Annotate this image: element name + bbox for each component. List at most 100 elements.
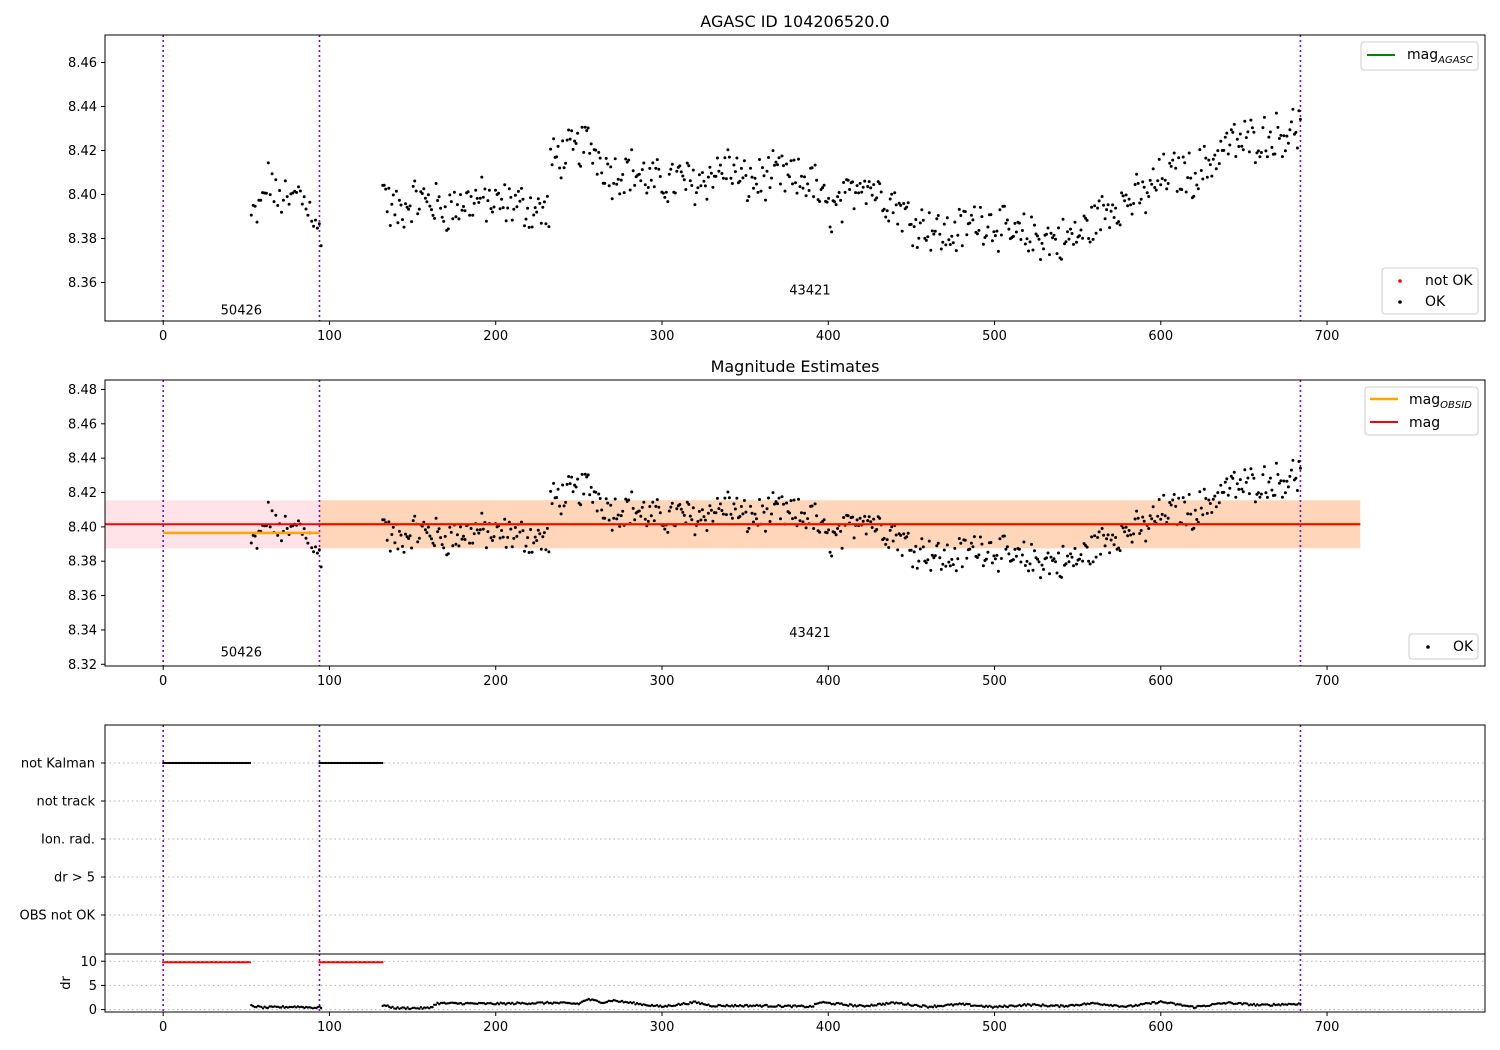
data-point	[486, 199, 490, 203]
data-point	[1027, 249, 1030, 253]
dr-point	[868, 1005, 871, 1008]
data-point	[936, 541, 940, 545]
data-point	[541, 205, 545, 209]
panel-flags: not Kalman not track Ion. rad. dr > 5 OBS no…	[20, 724, 1486, 955]
data-point	[971, 545, 975, 549]
y-tick-label: 8.46	[68, 417, 97, 432]
data-point	[433, 544, 436, 548]
data-point	[397, 198, 401, 202]
data-point	[1081, 236, 1085, 240]
data-point	[1160, 177, 1164, 181]
data-point	[446, 552, 450, 556]
data-point	[1252, 476, 1256, 480]
data-point	[1138, 201, 1142, 205]
data-point	[852, 536, 856, 540]
data-point	[1234, 495, 1238, 499]
data-point	[980, 215, 984, 219]
data-point	[1121, 194, 1125, 198]
data-point	[477, 201, 481, 204]
data-point	[510, 218, 514, 222]
dr-point	[1279, 1004, 1282, 1007]
panel1-title: AGASC ID 104206520.0	[700, 12, 889, 31]
data-point	[1240, 144, 1244, 148]
data-point	[1196, 187, 1200, 191]
data-point	[1144, 211, 1148, 215]
data-point	[270, 172, 274, 176]
dr-point	[386, 1004, 389, 1007]
data-point	[613, 157, 617, 161]
dr-point	[504, 1003, 507, 1006]
data-point	[1004, 547, 1008, 551]
data-point	[999, 233, 1003, 237]
data-point	[1100, 527, 1104, 530]
data-point	[1288, 474, 1292, 478]
dr-point	[394, 1007, 398, 1010]
data-point	[1142, 519, 1146, 523]
data-point	[688, 514, 692, 518]
data-point	[315, 226, 319, 230]
data-point	[487, 188, 491, 192]
data-point	[1189, 176, 1193, 180]
data-point	[806, 182, 810, 186]
data-point	[791, 182, 794, 186]
data-point	[565, 482, 569, 486]
data-point	[909, 222, 913, 226]
data-point	[630, 148, 634, 152]
data-point	[989, 541, 993, 544]
data-point	[878, 516, 882, 520]
data-point	[857, 191, 861, 195]
dr-point	[733, 1003, 737, 1007]
data-point	[1249, 118, 1253, 122]
data-point	[953, 220, 957, 224]
data-point	[1217, 501, 1221, 505]
data-point	[568, 137, 572, 141]
data-point	[1189, 512, 1193, 516]
data-point	[792, 498, 796, 502]
data-point	[852, 207, 856, 211]
data-point	[777, 156, 781, 160]
data-point	[1142, 185, 1146, 189]
data-point	[535, 210, 539, 214]
data-point	[794, 181, 797, 185]
data-point	[462, 534, 465, 538]
data-point	[800, 174, 803, 178]
dr-point	[665, 1005, 669, 1008]
data-point	[798, 519, 802, 523]
dr-point	[255, 1006, 258, 1009]
data-point	[840, 220, 844, 224]
data-point	[842, 516, 846, 519]
data-point	[404, 532, 407, 536]
dr-point	[842, 1003, 845, 1006]
data-point	[1195, 183, 1199, 187]
data-point	[840, 546, 844, 550]
data-point	[969, 213, 973, 217]
data-point	[948, 243, 952, 246]
dr-point	[467, 1002, 471, 1005]
data-point	[1132, 532, 1136, 536]
data-point	[947, 238, 951, 242]
y-tick-label: 8.48	[68, 383, 97, 398]
data-point	[431, 541, 435, 545]
dr-point	[1271, 1004, 1274, 1007]
data-point	[579, 503, 583, 507]
data-point	[520, 186, 523, 190]
data-point	[538, 201, 542, 205]
data-point	[397, 529, 401, 533]
data-point	[1235, 482, 1239, 486]
data-point	[727, 155, 731, 159]
data-point	[457, 544, 461, 548]
panel2-legend-bottom: OK	[1408, 633, 1479, 660]
data-point	[463, 538, 467, 541]
data-point	[420, 192, 424, 195]
dr-point	[905, 1003, 908, 1006]
x-tick-label: 0	[159, 674, 167, 689]
y-tick-label: 8.42	[68, 486, 97, 501]
data-point	[1264, 491, 1268, 495]
data-point	[489, 207, 493, 211]
data-point	[694, 191, 698, 195]
data-point	[652, 185, 656, 189]
data-point	[1193, 171, 1197, 175]
data-point	[911, 565, 915, 569]
data-point	[860, 190, 864, 194]
data-point	[1162, 152, 1166, 156]
